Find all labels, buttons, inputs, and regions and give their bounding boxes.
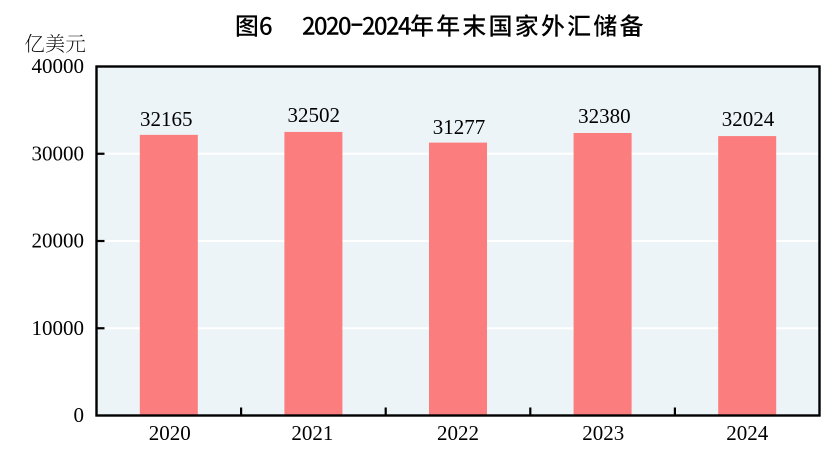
svg-text:2022: 2022 [437, 421, 479, 445]
svg-text:30000: 30000 [32, 141, 85, 165]
svg-text:20000: 20000 [32, 229, 85, 253]
svg-text:2021: 2021 [291, 421, 333, 445]
svg-text:32024: 32024 [722, 107, 775, 131]
svg-text:32380: 32380 [578, 104, 631, 128]
svg-text:0: 0 [74, 403, 85, 427]
svg-text:2023: 2023 [582, 421, 624, 445]
svg-text:40000: 40000 [32, 54, 85, 78]
svg-text:32165: 32165 [140, 107, 193, 131]
svg-text:31277: 31277 [433, 115, 486, 139]
svg-text:2020: 2020 [149, 421, 191, 445]
svg-text:2024: 2024 [726, 421, 769, 445]
svg-text:10000: 10000 [32, 316, 85, 340]
svg-text:32502: 32502 [288, 103, 341, 127]
